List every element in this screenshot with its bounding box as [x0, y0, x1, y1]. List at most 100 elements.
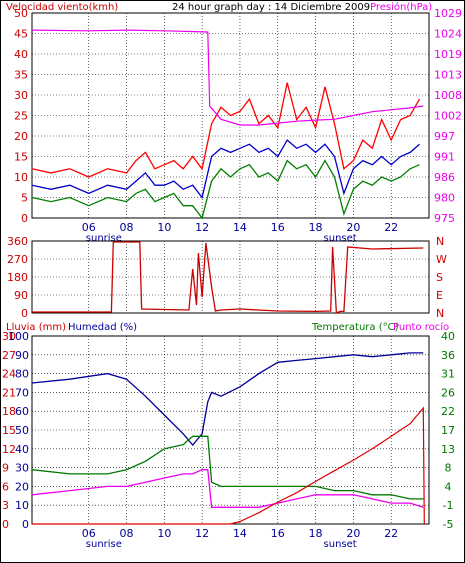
bottom-sunset-label: sunset [324, 539, 357, 550]
rain-y-tick-label: 9 [2, 462, 9, 475]
rain-y-tick-label: 6 [2, 480, 9, 493]
direction-y-tick-label: 270 [7, 253, 28, 266]
wind-y-tick-label: 25 [14, 110, 28, 123]
temperature-y-tick-label: 40 [441, 330, 455, 343]
bottom-x-tick-label: 16 [271, 527, 285, 540]
pressure-y-tick-label: 986 [434, 171, 455, 184]
temperature-y-tick-label: -5 [443, 518, 454, 531]
direction-compass-label: N [436, 307, 444, 320]
dew-point-line [31, 469, 424, 508]
wind-y-tick-label: 50 [14, 7, 28, 20]
wind-y-tick-label: 0 [21, 212, 28, 225]
bottom-x-tick-label: 22 [384, 527, 398, 540]
bottom-sunrise-label: sunrise [86, 539, 122, 550]
humidity-y-tick-label: 80 [15, 368, 29, 381]
wind-x-tick-label: 14 [233, 221, 247, 234]
pressure-y-tick-label: 997 [434, 130, 455, 143]
wind-y-tick-label: 5 [21, 192, 28, 205]
bottom-x-tick-label: 12 [195, 527, 209, 540]
direction-compass-label: N [436, 235, 444, 248]
rain-humidity-series [31, 352, 425, 525]
bottom-x-tick-label: 06 [82, 527, 96, 540]
humidity-line [31, 352, 424, 447]
pressure-y-tick-label: 991 [434, 151, 455, 164]
wind-gust-line [31, 82, 421, 178]
bottom-x-tick-label: 10 [157, 527, 171, 540]
wind-y-tick-label: 45 [14, 28, 28, 41]
direction-compass-label: S [436, 271, 443, 284]
temperature-y-tick-label: 4 [445, 480, 452, 493]
wind-x-tick-label: 12 [195, 221, 209, 234]
dew-point-label: Punto rocío [393, 321, 449, 333]
rain-y-tick-label: 12 [2, 443, 16, 456]
direction-compass-label: E [436, 289, 443, 302]
wind-pressure-axes: 0 5 10 15 20 25 30 35 40 45 50 975 980 986 991 997 1002 1… [14, 7, 462, 244]
temperature-y-tick-label: 22 [441, 405, 455, 418]
wind-direction-grid [32, 240, 429, 314]
direction-y-tick-label: 0 [21, 307, 28, 320]
wind-y-tick-label: 15 [14, 151, 28, 164]
temperature-y-tick-label: 8 [445, 462, 452, 475]
humidity-label: Humedad (%) [68, 322, 137, 333]
rain-y-tick-label: 30 [2, 330, 16, 343]
humidity-y-tick-label: 0 [22, 518, 29, 531]
temperature-y-tick-label: 13 [441, 443, 455, 456]
wind-y-tick-label: 30 [14, 89, 28, 102]
bottom-x-tick-label: 08 [120, 527, 134, 540]
humidity-y-tick-label: 50 [15, 424, 29, 437]
bottom-x-tick-label: 14 [233, 527, 247, 540]
temperature-y-tick-label: 26 [441, 386, 455, 399]
wind-direction-line [32, 241, 424, 314]
wind-y-tick-label: 10 [14, 171, 28, 184]
humidity-y-tick-label: 20 [15, 480, 29, 493]
pressure-y-tick-label: 980 [434, 192, 455, 205]
rain-y-tick-label: 24 [2, 368, 16, 381]
temperature-y-tick-label: 17 [441, 424, 455, 437]
bottom-x-tick-label: 18 [309, 527, 323, 540]
pressure-y-tick-label: 1024 [434, 28, 462, 41]
rain-y-tick-label: 15 [2, 424, 16, 437]
rain-y-tick-label: 0 [2, 518, 9, 531]
wind-direction-series [32, 241, 424, 314]
direction-y-tick-label: 360 [7, 235, 28, 248]
wind-speed-label: Velocidad viento(kmh) [6, 2, 118, 13]
temperature-y-tick-label: 36 [441, 349, 455, 362]
temperature-y-tick-label: 31 [441, 368, 455, 381]
pressure-y-tick-label: 1019 [434, 48, 462, 61]
direction-y-tick-label: 180 [7, 271, 28, 284]
pressure-y-tick-label: 1008 [434, 89, 462, 102]
rain-y-tick-label: 21 [2, 386, 16, 399]
humidity-y-tick-label: 40 [15, 443, 29, 456]
wind-x-tick-label: 16 [271, 221, 285, 234]
wind-sunrise-label: sunrise [86, 233, 122, 244]
humidity-y-tick-label: 90 [15, 349, 29, 362]
humidity-y-tick-label: 10 [15, 499, 29, 512]
wind-average-line [31, 139, 420, 199]
pressure-y-tick-label: 1029 [434, 7, 462, 20]
wind-x-tick-label: 18 [309, 221, 323, 234]
humidity-y-tick-label: 30 [15, 462, 29, 475]
pressure-y-tick-label: 975 [434, 212, 455, 225]
wind-y-tick-label: 35 [14, 69, 28, 82]
wind-x-tick-label: 20 [346, 221, 360, 234]
chart-title: 24 hour graph day : 14 Diciembre 2009 [172, 2, 370, 13]
wind-low-line [31, 159, 420, 220]
wind-x-tick-label: 06 [82, 221, 96, 234]
wind-y-tick-label: 20 [14, 130, 28, 143]
temperature-label: Temperatura (°C) [311, 322, 399, 333]
rain-label: Lluvia (mm) [6, 322, 66, 333]
direction-compass-label: W [436, 253, 447, 266]
wind-sunset-label: sunset [324, 233, 357, 244]
rain-y-tick-label: 27 [2, 349, 16, 362]
humidity-y-tick-label: 70 [15, 386, 29, 399]
wind-x-tick-label: 08 [120, 221, 134, 234]
wind-x-tick-label: 22 [384, 221, 398, 234]
humidity-y-tick-label: 60 [15, 405, 29, 418]
pressure-line [31, 29, 424, 126]
wind-pressure-series [31, 29, 424, 220]
bottom-x-tick-label: 20 [346, 527, 360, 540]
wind-x-tick-label: 10 [157, 221, 171, 234]
